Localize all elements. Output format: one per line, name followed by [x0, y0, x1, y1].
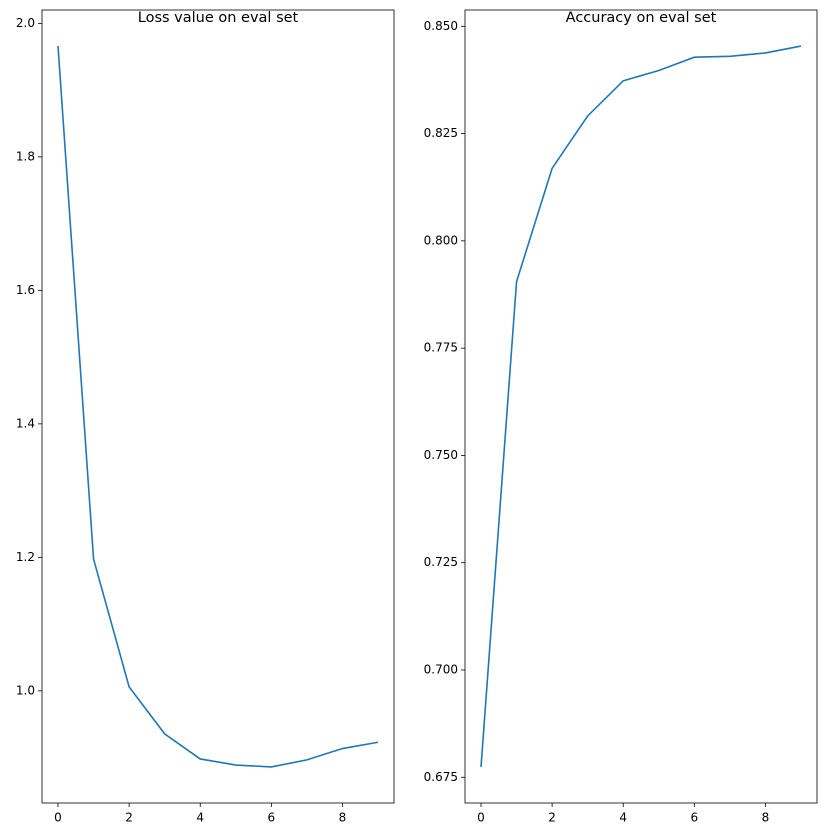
- line-series: [480, 45, 802, 768]
- x-tick-label: 2: [548, 811, 556, 825]
- y-tick-label: 0.725: [424, 555, 458, 569]
- y-tick-label: 2.0: [16, 16, 35, 30]
- line-series: [57, 45, 379, 768]
- y-tick-label: 1.8: [16, 149, 35, 163]
- y-tick-label: 0.850: [424, 19, 458, 33]
- y-tick-label: 0.775: [424, 341, 458, 355]
- x-tick-label: 4: [619, 811, 627, 825]
- y-tick-label: 0.750: [424, 448, 458, 462]
- y-tick-label: 1.2: [16, 550, 35, 564]
- axes-frame: [464, 9, 818, 804]
- chart-title: Loss value on eval set: [138, 10, 299, 26]
- y-tick-label: 0.825: [424, 126, 458, 140]
- y-tick-label: 0.800: [424, 233, 458, 247]
- x-tick-label: 8: [762, 811, 770, 825]
- x-tick-label: 8: [339, 811, 347, 825]
- x-tick-label: 4: [196, 811, 204, 825]
- x-tick-label: 2: [125, 811, 133, 825]
- x-tick-label: 6: [691, 811, 699, 825]
- y-tick-label: 0.700: [424, 662, 458, 676]
- axes-frame: [41, 9, 395, 804]
- y-tick-label: 0.675: [424, 770, 458, 784]
- y-tick-label: 1.4: [16, 416, 35, 430]
- x-tick-label: 0: [477, 811, 485, 825]
- y-tick-label: 1.6: [16, 283, 35, 297]
- chart-title: Accuracy on eval set: [566, 10, 717, 26]
- x-tick-label: 6: [268, 811, 276, 825]
- x-tick-label: 0: [54, 811, 62, 825]
- y-tick-label: 1.0: [16, 683, 35, 697]
